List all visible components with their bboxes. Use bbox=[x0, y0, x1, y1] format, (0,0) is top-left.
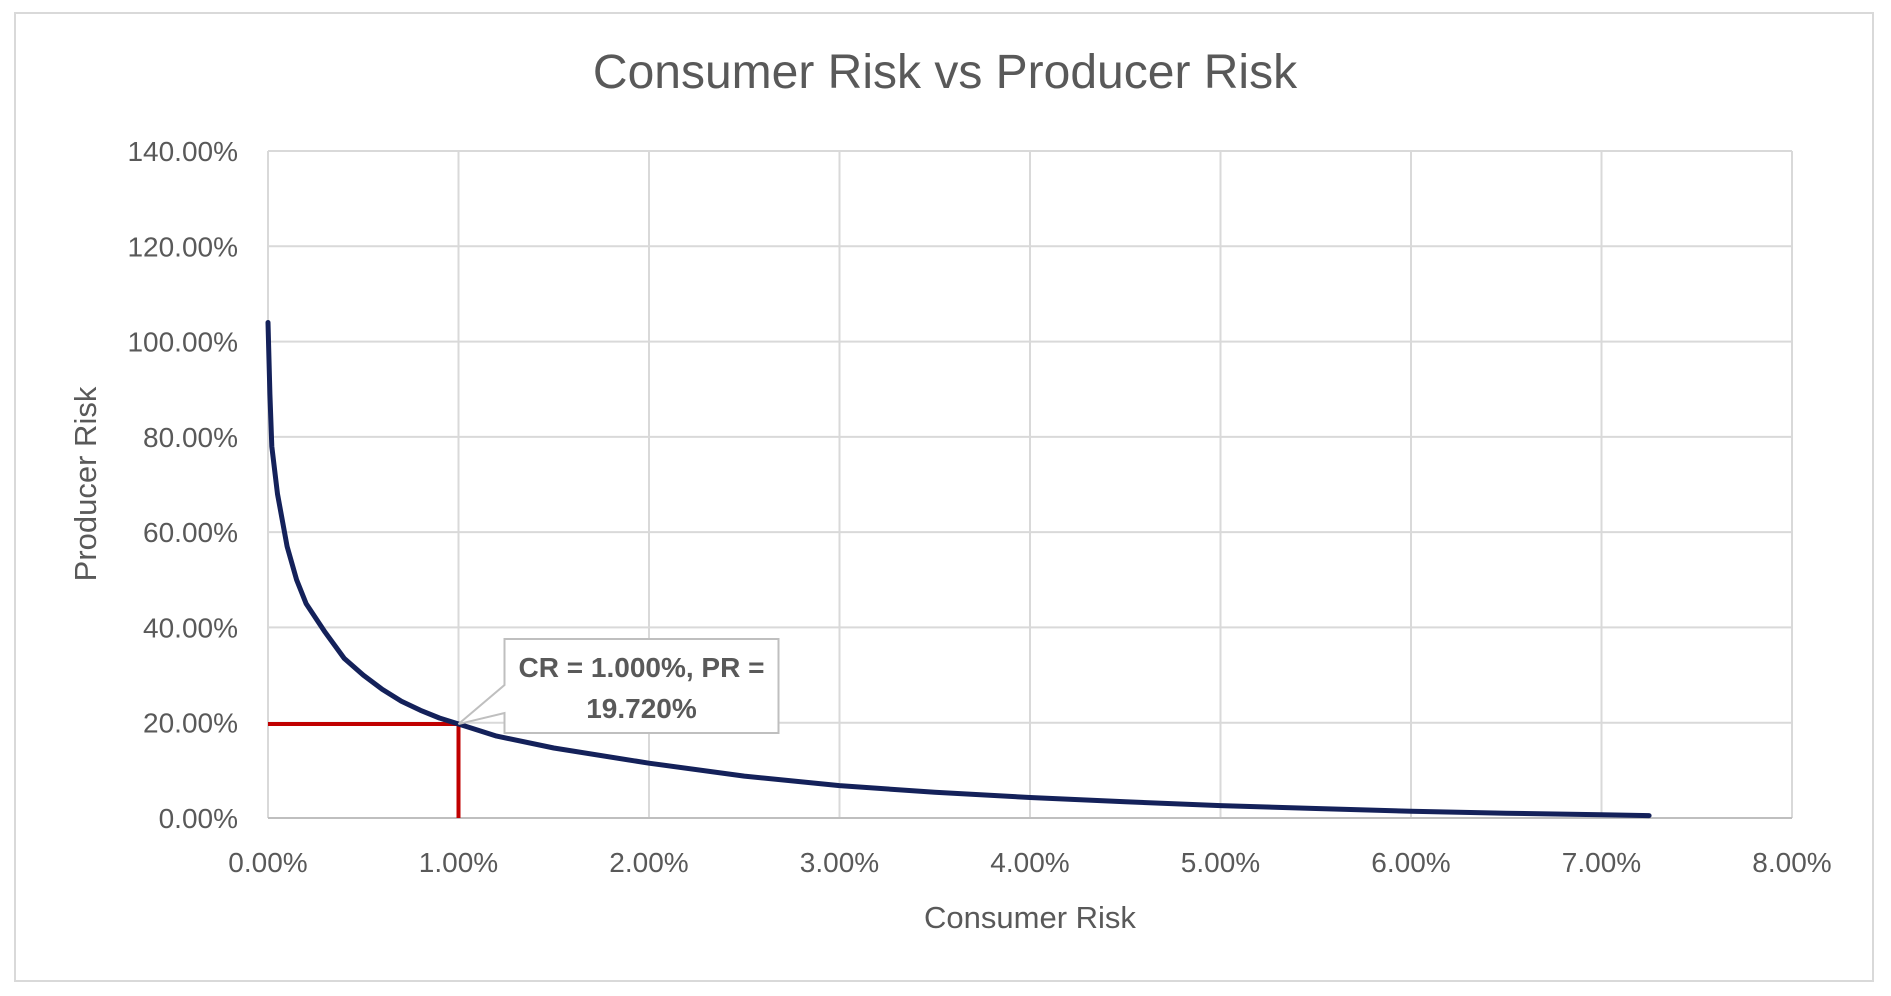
y-tick-label: 20.00% bbox=[143, 708, 238, 739]
callout: CR = 1.000%, PR = 19.720% bbox=[457, 638, 780, 735]
x-tick-label: 5.00% bbox=[1181, 847, 1260, 878]
x-tick-label: 2.00% bbox=[609, 847, 688, 878]
y-tick-label: 100.00% bbox=[127, 327, 238, 358]
callout-line-1: CR = 1.000%, PR = bbox=[519, 652, 765, 683]
chart-title: Consumer Risk vs Producer Risk bbox=[593, 46, 1298, 99]
y-axis-title: Producer Risk bbox=[68, 386, 103, 581]
x-tick-label: 7.00% bbox=[1562, 847, 1641, 878]
y-tick-label: 60.00% bbox=[143, 517, 238, 548]
y-tick-label: 120.00% bbox=[127, 231, 238, 262]
y-tick-label: 40.00% bbox=[143, 612, 238, 643]
reference-lines bbox=[268, 722, 461, 818]
series-layer bbox=[265, 320, 1652, 819]
x-tick-label: 0.00% bbox=[228, 847, 307, 878]
x-axis-title: Consumer Risk bbox=[924, 900, 1136, 935]
y-tick-label: 80.00% bbox=[143, 422, 238, 453]
gridlines bbox=[267, 150, 1793, 819]
y-tick-label: 140.00% bbox=[127, 136, 238, 167]
callout-line-2: 19.720% bbox=[586, 693, 697, 724]
tick-labels: 0.00% 1.00% 2.00% 3.00% 4.00% 5.00% 6.00% 7.00%… bbox=[127, 136, 1831, 878]
x-tick-label: 1.00% bbox=[419, 847, 498, 878]
y-tick-label: 0.00% bbox=[159, 803, 238, 834]
x-tick-label: 4.00% bbox=[990, 847, 1069, 878]
x-tick-label: 3.00% bbox=[800, 847, 879, 878]
callout-box bbox=[457, 638, 780, 735]
chart-frame bbox=[14, 12, 1874, 982]
x-tick-label: 6.00% bbox=[1371, 847, 1450, 878]
x-tick-label: 8.00% bbox=[1752, 847, 1831, 878]
series-line bbox=[265, 320, 1652, 819]
